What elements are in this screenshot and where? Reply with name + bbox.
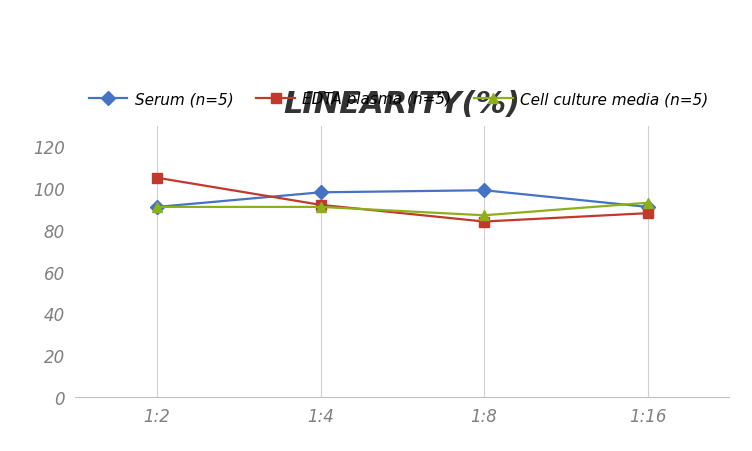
Legend: Serum (n=5), EDTA plasma (n=5), Cell culture media (n=5): Serum (n=5), EDTA plasma (n=5), Cell cul… [83,86,714,113]
Cell culture media (n=5) [153,205,162,210]
Serum (n=5) [643,205,652,210]
EDTA plasma (n=5) [316,202,325,208]
Cell culture media (n=5) [643,201,652,206]
EDTA plasma (n=5) [480,219,489,225]
Line: Serum (n=5): Serum (n=5) [152,186,653,212]
Serum (n=5) [153,205,162,210]
Cell culture media (n=5) [480,213,489,218]
Serum (n=5) [480,188,489,193]
Line: EDTA plasma (n=5): EDTA plasma (n=5) [152,174,653,227]
EDTA plasma (n=5) [643,211,652,216]
Serum (n=5) [316,190,325,196]
Title: LINEARITY(%): LINEARITY(%) [284,89,521,119]
EDTA plasma (n=5) [153,175,162,181]
Cell culture media (n=5) [316,205,325,210]
Line: Cell culture media (n=5): Cell culture media (n=5) [152,198,653,221]
